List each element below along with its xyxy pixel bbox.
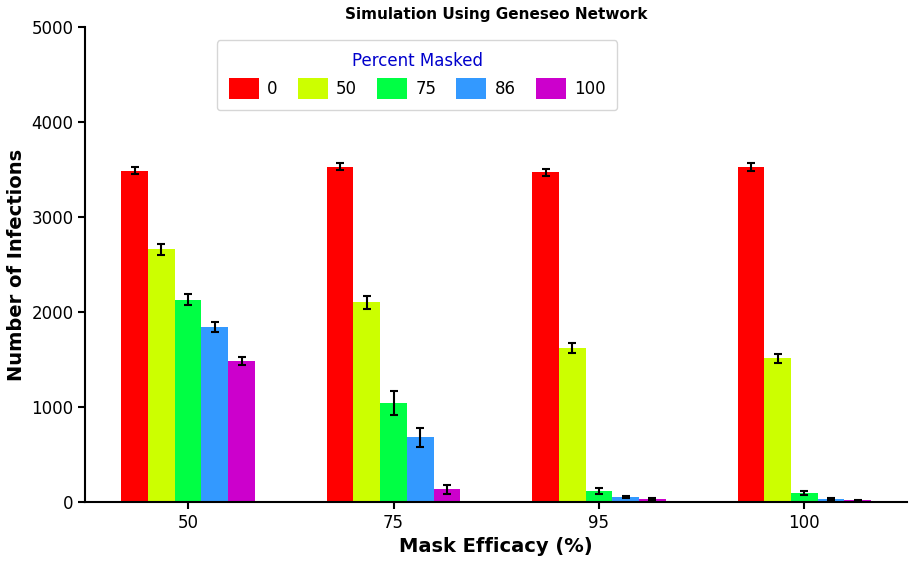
Bar [764,359,791,502]
Bar [148,249,175,502]
Bar [407,437,433,502]
Bar [175,300,201,502]
Bar [639,499,665,502]
Bar [818,499,845,502]
X-axis label: Mask Efficacy (%): Mask Efficacy (%) [399,537,593,556]
Bar [228,361,255,502]
Bar [845,501,871,502]
Bar [586,491,612,502]
Bar [201,327,228,502]
Bar [791,493,818,502]
Title: Simulation Using Geneseo Network: Simulation Using Geneseo Network [345,7,647,22]
Y-axis label: Number of Infections: Number of Infections [7,149,26,381]
Bar [327,167,354,502]
Legend: 0, 50, 75, 86, 100: 0, 50, 75, 86, 100 [217,41,617,110]
Bar [532,172,558,502]
Bar [738,167,764,502]
Bar [380,403,407,502]
Bar [354,302,380,502]
Bar [122,171,148,502]
Bar [433,489,461,502]
Bar [558,348,586,502]
Bar [612,497,639,502]
